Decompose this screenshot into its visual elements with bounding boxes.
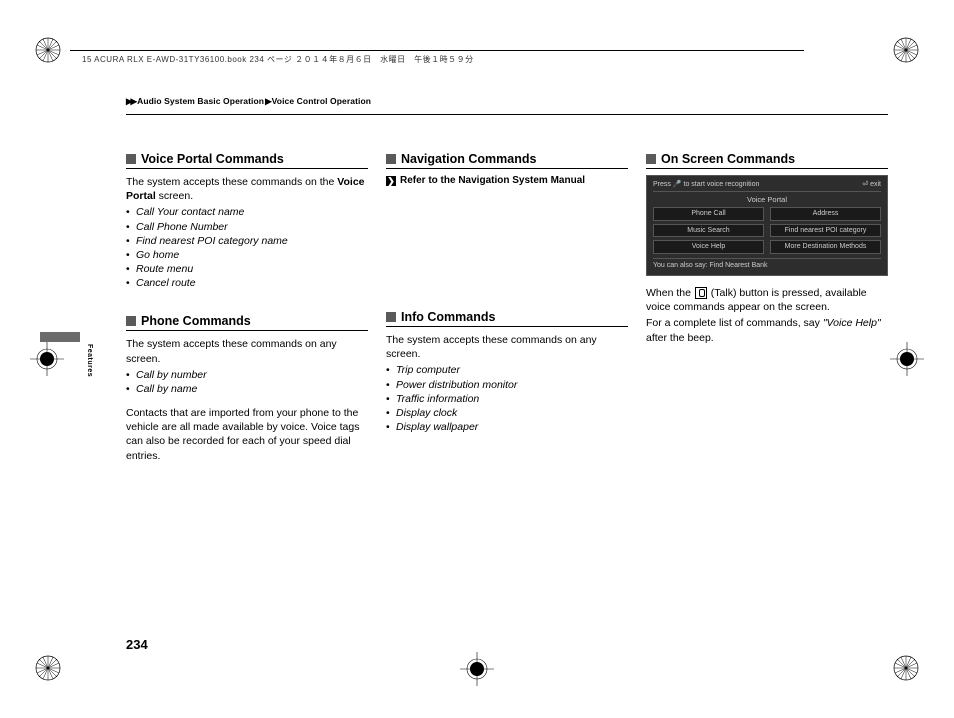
header-text: 15 ACURA RLX E-AWD-31TY36100.book 234 ペー…: [82, 54, 474, 65]
reference-line: ❯ Refer to the Navigation System Manual: [386, 175, 628, 186]
section-header-info: Info Commands: [386, 310, 628, 327]
column-2: Navigation Commands ❯ Refer to the Navig…: [386, 152, 628, 465]
command-list: Trip computer Power distribution monitor…: [386, 363, 628, 434]
registration-mark-icon: [892, 654, 920, 682]
command-item: Display clock: [386, 406, 628, 420]
reference-icon: ❯: [386, 176, 396, 186]
voice-portal-screenshot: Press 🎤 to start voice recognition ⏎ exi…: [646, 175, 888, 276]
square-bullet-icon: [126, 154, 136, 164]
screenshot-button: Phone Call: [653, 207, 764, 221]
registration-mark-icon: [34, 36, 62, 64]
paragraph-text: For a complete list of commands, say: [646, 317, 823, 329]
screenshot-button: Music Search: [653, 224, 764, 238]
header-rule: [70, 50, 804, 51]
section-header-navigation: Navigation Commands: [386, 152, 628, 169]
onscreen-paragraph: For a complete list of commands, say "Vo…: [646, 316, 888, 344]
breadcrumb-part: Voice Control Operation: [272, 96, 371, 106]
section-intro: The system accepts these commands on the…: [126, 175, 368, 203]
command-item: Trip computer: [386, 363, 628, 377]
breadcrumb: ▶▶Audio System Basic Operation▶Voice Con…: [126, 96, 371, 107]
side-tab: [40, 332, 80, 342]
breadcrumb-rule: [126, 114, 888, 115]
command-item: Go home: [126, 248, 368, 262]
onscreen-paragraph: When the (Talk) button is pressed, avail…: [646, 286, 888, 314]
breadcrumb-arrow-icon: ▶: [265, 96, 270, 106]
reference-text: Refer to the Navigation System Manual: [400, 175, 585, 186]
talk-icon: [695, 287, 707, 299]
square-bullet-icon: [646, 154, 656, 164]
screenshot-button: Address: [770, 207, 881, 221]
page-number: 234: [126, 637, 148, 652]
command-item: Cancel route: [126, 276, 368, 290]
command-item: Call Phone Number: [126, 220, 368, 234]
command-item: Call Your contact name: [126, 205, 368, 219]
screenshot-button-grid: Phone Call Address Music Search Find nea…: [653, 207, 881, 254]
command-item: Find nearest POI category name: [126, 234, 368, 248]
screenshot-prompt: Press 🎤 to start voice recognition: [653, 180, 759, 188]
paragraph-text: When the: [646, 287, 694, 299]
command-list: Call Your contact name Call Phone Number…: [126, 205, 368, 290]
section-header-phone: Phone Commands: [126, 314, 368, 331]
command-item: Call by number: [126, 368, 368, 382]
registration-mark-icon: [34, 654, 62, 682]
screenshot-button: Voice Help: [653, 240, 764, 254]
cross-mark-icon: [460, 652, 494, 686]
column-1: Voice Portal Commands The system accepts…: [126, 152, 368, 465]
section-intro: The system accepts these commands on any…: [386, 333, 628, 361]
section-title: On Screen Commands: [661, 152, 795, 166]
screenshot-exit: ⏎ exit: [862, 180, 881, 188]
section-title: Voice Portal Commands: [141, 152, 284, 166]
screenshot-button: More Destination Methods: [770, 240, 881, 254]
command-item: Display wallpaper: [386, 420, 628, 434]
section-header-voice-portal: Voice Portal Commands: [126, 152, 368, 169]
breadcrumb-arrow-icon: ▶▶: [126, 96, 135, 106]
cross-mark-icon: [890, 342, 924, 376]
section-note: Contacts that are imported from your pho…: [126, 406, 368, 463]
paragraph-text: after the beep.: [646, 332, 714, 344]
section-title: Info Commands: [401, 310, 495, 324]
screenshot-header: Press 🎤 to start voice recognition ⏎ exi…: [653, 180, 881, 192]
column-3: On Screen Commands Press 🎤 to start voic…: [646, 152, 888, 465]
breadcrumb-part: Audio System Basic Operation: [137, 96, 264, 106]
intro-text: The system accepts these commands on the: [126, 176, 337, 188]
paragraph-italic: "Voice Help": [823, 317, 881, 329]
command-item: Power distribution monitor: [386, 378, 628, 392]
content-area: Voice Portal Commands The system accepts…: [126, 152, 888, 465]
command-list: Call by number Call by name: [126, 368, 368, 396]
command-item: Call by name: [126, 382, 368, 396]
section-intro: The system accepts these commands on any…: [126, 337, 368, 365]
registration-mark-icon: [892, 36, 920, 64]
screenshot-footer: You can also say: Find Nearest Bank: [653, 258, 881, 269]
section-header-onscreen: On Screen Commands: [646, 152, 888, 169]
screenshot-button: Find nearest POI category: [770, 224, 881, 238]
section-title: Phone Commands: [141, 314, 251, 328]
square-bullet-icon: [126, 316, 136, 326]
command-item: Traffic information: [386, 392, 628, 406]
command-item: Route menu: [126, 262, 368, 276]
square-bullet-icon: [386, 154, 396, 164]
screenshot-title: Voice Portal: [653, 195, 881, 204]
intro-text: screen.: [156, 190, 193, 202]
section-title: Navigation Commands: [401, 152, 536, 166]
square-bullet-icon: [386, 312, 396, 322]
side-label: Features: [86, 344, 93, 377]
cross-mark-icon: [30, 342, 64, 376]
